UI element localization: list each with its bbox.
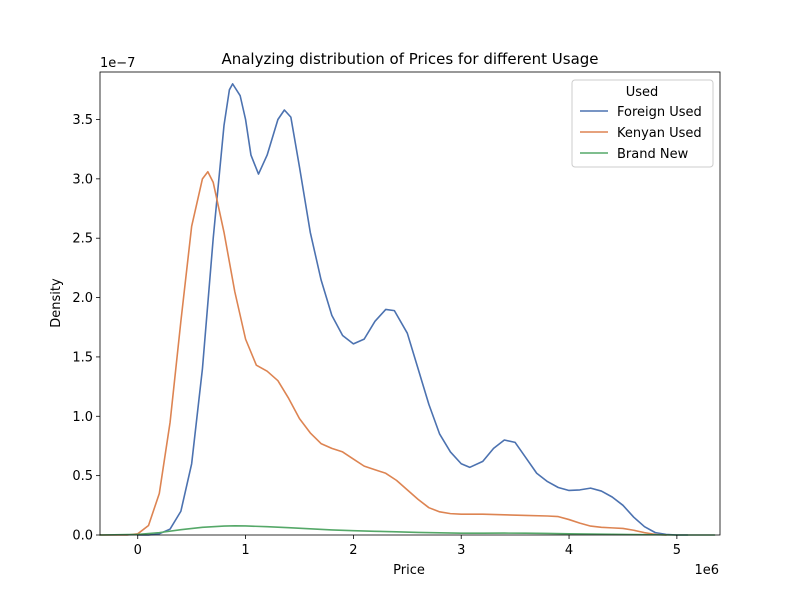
series-line-kenyan-used — [99, 170, 667, 536]
y-axis-offset-label: 1e−7 — [100, 56, 135, 71]
x-axis-label: Price — [393, 563, 425, 578]
y-axis-label: Density — [49, 278, 64, 328]
x-axis: 0 1 2 3 4 5 — [134, 535, 681, 558]
x-tick-label: 0 — [134, 543, 142, 558]
series-line-brand-new — [99, 525, 716, 536]
chart-title: Analyzing distribution of Prices for dif… — [221, 50, 598, 68]
legend-label-brand-new: Brand New — [617, 147, 689, 162]
y-tick-label: 2.0 — [72, 291, 93, 306]
x-tick-label: 1 — [241, 543, 249, 558]
plot-area — [99, 83, 716, 536]
y-tick-label: 3.5 — [72, 113, 93, 128]
y-axis: 0.0 0.5 1.0 1.5 2.0 2.5 3.0 3.5 — [72, 113, 100, 544]
y-tick-label: 0.0 — [72, 529, 93, 544]
legend-items: Foreign Used Kenyan Used Brand New — [580, 105, 702, 162]
y-tick-label: 0.5 — [72, 469, 93, 484]
y-tick-label: 1.0 — [72, 410, 93, 425]
axes-frame — [99, 71, 721, 536]
y-tick-label: 3.0 — [72, 172, 93, 187]
legend: Used Foreign Used Kenyan Used Brand New — [571, 79, 714, 168]
x-tick-label: 4 — [565, 543, 573, 558]
legend-label-foreign-used: Foreign Used — [617, 105, 702, 120]
legend-title: Used — [626, 85, 659, 100]
x-axis-offset-label: 1e6 — [694, 563, 719, 578]
legend-label-kenyan-used: Kenyan Used — [617, 126, 702, 141]
y-tick-label: 1.5 — [72, 350, 93, 365]
legend-box — [571, 79, 714, 168]
series-line-foreign-used — [136, 83, 689, 536]
x-tick-label: 5 — [673, 543, 681, 558]
x-tick-label: 3 — [457, 543, 465, 558]
y-tick-label: 2.5 — [72, 232, 93, 247]
x-tick-label: 2 — [349, 543, 357, 558]
